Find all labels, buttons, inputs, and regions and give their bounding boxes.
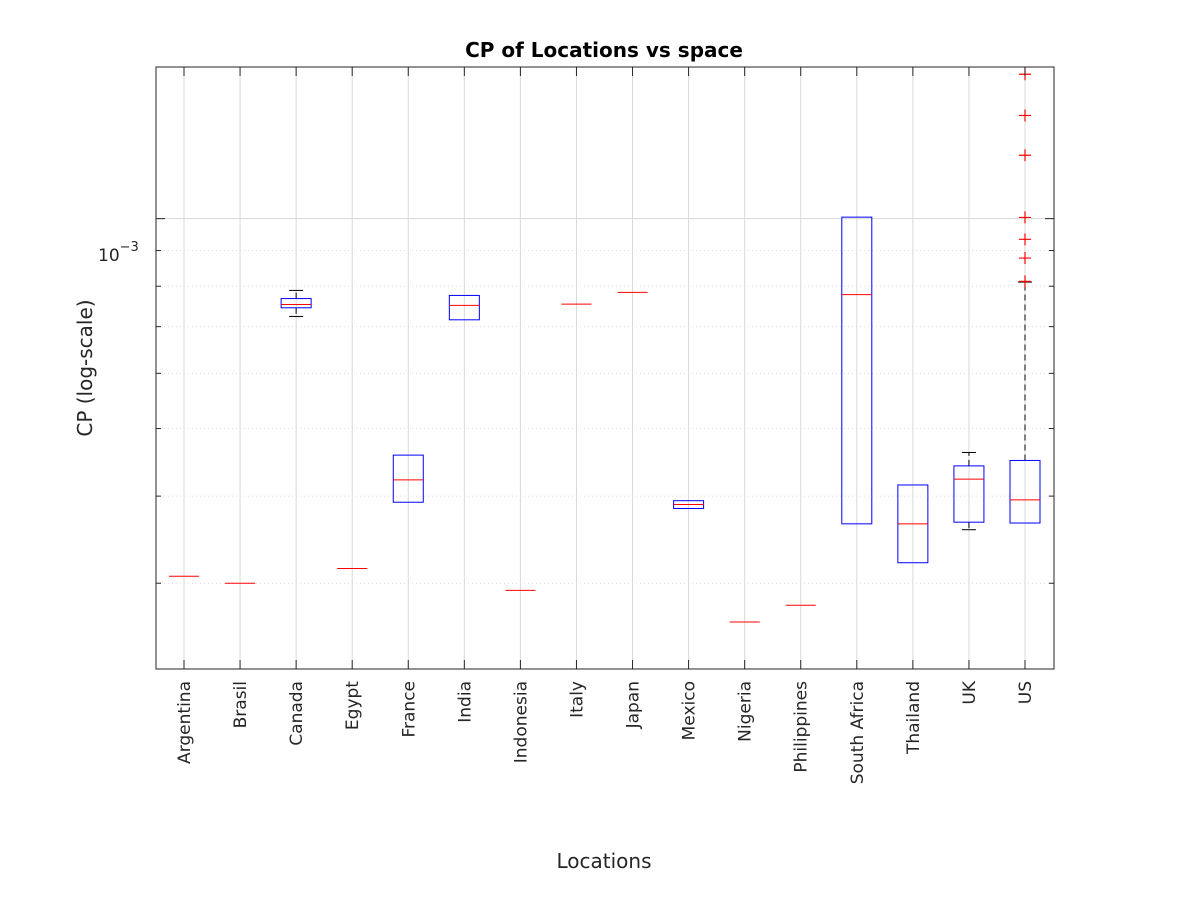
box-south-africa xyxy=(841,216,873,525)
outlier-marker xyxy=(1019,252,1031,265)
y-axis-label: CP (log-scale) xyxy=(73,299,97,436)
outlier-marker xyxy=(1019,275,1031,288)
x-tick-label: Mexico xyxy=(680,681,700,740)
y-tick-label: 10−3 xyxy=(98,240,139,266)
x-tick-label: Nigeria xyxy=(736,681,756,742)
box-iqr xyxy=(392,454,424,503)
box-france xyxy=(392,454,424,503)
x-tick-label: Brasil xyxy=(231,681,251,728)
x-tick-label: Egypt xyxy=(343,681,363,730)
box-iqr xyxy=(1009,459,1041,524)
box-thailand xyxy=(897,484,929,564)
outlier-marker xyxy=(1019,233,1031,246)
x-tick-label: South Africa xyxy=(848,681,868,784)
x-tick-label: UK xyxy=(960,680,980,704)
plot-frame xyxy=(155,66,1055,670)
x-tick-label: Japan xyxy=(624,681,644,729)
plot-background xyxy=(156,67,1054,669)
box-series xyxy=(169,68,1041,623)
box-iqr xyxy=(448,294,480,321)
x-tick-label: Indonesia xyxy=(511,681,531,763)
x-tick-label: Philippines xyxy=(792,681,812,773)
x-tick-label: Thailand xyxy=(904,681,924,755)
x-tick-label: Argentina xyxy=(175,681,195,764)
y-tick-label-base: 10 xyxy=(98,246,120,266)
x-ticks: Argentina Brasil Canada Egypt France India Ind… xyxy=(175,67,1036,784)
x-tick-label: France xyxy=(399,681,419,738)
box-uk xyxy=(953,451,985,531)
grid-lines xyxy=(156,67,1054,669)
box-india xyxy=(448,294,480,321)
x-tick-label: Italy xyxy=(567,681,587,718)
y-tick-label-exponent: −3 xyxy=(120,240,139,255)
box-us xyxy=(1009,68,1041,524)
box-canada xyxy=(280,289,312,317)
y-ticks xyxy=(156,218,1054,584)
box-mexico xyxy=(673,500,705,509)
box-iqr xyxy=(280,298,312,309)
outlier-marker xyxy=(1019,149,1031,162)
x-axis-label: Locations xyxy=(556,849,651,873)
box-iqr xyxy=(953,465,985,523)
x-tick-label: Canada xyxy=(287,681,307,746)
x-tick-label: India xyxy=(455,681,475,723)
outlier-marker xyxy=(1019,109,1031,122)
box-iqr xyxy=(841,216,873,525)
outlier-marker xyxy=(1019,211,1031,224)
chart-title: CP of Locations vs space xyxy=(465,38,743,62)
x-tick-label: US xyxy=(1016,681,1036,704)
